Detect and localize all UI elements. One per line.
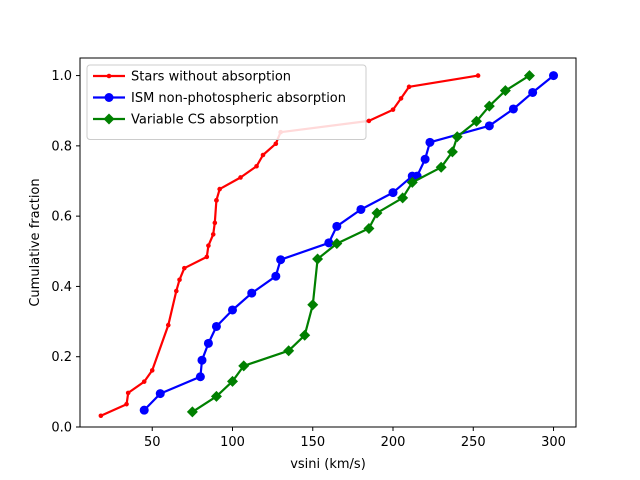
data-point-1-9	[276, 255, 286, 265]
data-point-2-8	[331, 238, 343, 250]
data-point-1-10	[324, 238, 334, 248]
data-point-0-23	[398, 96, 404, 101]
data-point-1-18	[484, 121, 494, 131]
data-point-2-12	[406, 176, 418, 188]
data-point-1-20	[528, 87, 538, 97]
data-point-2-13	[435, 161, 447, 173]
legend-marker-2	[103, 113, 115, 125]
legend-box	[86, 64, 367, 140]
data-point-1-2	[195, 372, 205, 382]
data-point-2-19	[523, 70, 535, 82]
y-tick-label-1: 0.2	[51, 350, 72, 365]
data-point-0-0	[98, 413, 104, 419]
data-point-0-21	[366, 118, 372, 124]
data-point-2-7	[312, 253, 324, 265]
data-point-1-11	[332, 221, 342, 231]
data-point-2-0	[186, 406, 198, 418]
data-point-2-2	[226, 375, 238, 387]
x-axis-label: vsini (km/s)	[290, 457, 366, 472]
data-point-0-5	[165, 322, 171, 328]
data-point-1-16	[420, 154, 430, 164]
legend-marker-1	[104, 93, 114, 102]
legend-marker-0	[106, 73, 112, 79]
data-point-0-19	[273, 141, 279, 147]
data-point-1-0	[139, 405, 149, 415]
data-point-0-15	[217, 186, 222, 192]
data-point-1-13	[388, 188, 398, 198]
data-point-1-6	[227, 305, 237, 315]
data-point-0-1	[124, 401, 129, 407]
data-point-0-16	[238, 175, 243, 180]
data-point-1-19	[508, 104, 518, 114]
data-point-0-4	[149, 368, 155, 373]
data-point-0-24	[406, 84, 412, 90]
x-tick-label-5: 300	[541, 435, 566, 450]
data-point-0-14	[214, 198, 219, 203]
data-point-0-7	[177, 277, 182, 283]
data-point-1-1	[155, 389, 165, 399]
y-tick-label-2: 0.4	[51, 280, 72, 295]
y-tick-label-3: 0.6	[51, 210, 72, 225]
data-point-1-8	[271, 271, 281, 281]
data-point-1-21	[549, 71, 559, 81]
data-point-0-22	[390, 107, 396, 112]
data-point-0-18	[260, 152, 266, 158]
data-point-0-8	[182, 265, 187, 271]
data-point-1-3	[197, 355, 207, 365]
data-point-0-17	[254, 163, 259, 169]
data-point-0-12	[212, 220, 218, 226]
legend: Stars without absorption ISM non-photosph…	[86, 64, 367, 140]
data-point-2-10	[371, 207, 383, 219]
data-point-2-15	[451, 131, 463, 143]
data-point-0-10	[206, 243, 211, 248]
data-point-0-6	[174, 288, 179, 294]
data-point-0-9	[204, 254, 210, 260]
x-tick-label-3: 200	[381, 435, 406, 450]
axes-frame	[79, 57, 577, 428]
data-point-1-17	[425, 137, 435, 147]
data-point-1-5	[211, 321, 221, 331]
legend-label-0: Stars without absorption	[131, 70, 291, 85]
data-point-1-7	[247, 288, 257, 298]
x-tick-label-0: 50	[144, 435, 161, 450]
data-point-2-6	[307, 299, 319, 311]
y-tick-label-5: 1.0	[51, 69, 72, 84]
data-point-1-12	[356, 204, 366, 214]
legend-label-2: Variable CS absorption	[131, 113, 279, 128]
x-tick-label-4: 250	[461, 435, 486, 450]
data-point-2-1	[210, 390, 222, 402]
data-point-2-5	[299, 329, 311, 341]
data-point-2-17	[483, 100, 495, 112]
y-tick-label-0: 0.0	[51, 421, 72, 436]
data-point-0-3	[141, 379, 147, 384]
data-point-2-16	[470, 115, 482, 127]
axes: 50 100 150 200 250 300 0.0 0.2 0.4 0.6 0.8 1.0 vsini…	[28, 57, 577, 472]
data-point-1-4	[203, 338, 213, 348]
data-point-2-14	[446, 146, 458, 158]
data-point-0-2	[125, 390, 131, 396]
y-axis-label: Cumulative fraction	[28, 178, 43, 306]
y-tick-label-4: 0.8	[51, 139, 72, 154]
data-point-2-18	[499, 85, 511, 97]
data-point-2-11	[397, 192, 409, 204]
data-point-2-4	[283, 345, 295, 357]
x-tick-label-2: 150	[300, 435, 325, 450]
x-tick-label-1: 100	[220, 435, 245, 450]
data-point-2-3	[238, 360, 250, 372]
data-point-0-25	[475, 73, 481, 78]
series-line-2	[191, 74, 530, 413]
data-point-2-9	[363, 222, 375, 234]
data-point-0-11	[210, 232, 216, 237]
legend-label-1: ISM non-photospheric absorption	[131, 91, 346, 106]
